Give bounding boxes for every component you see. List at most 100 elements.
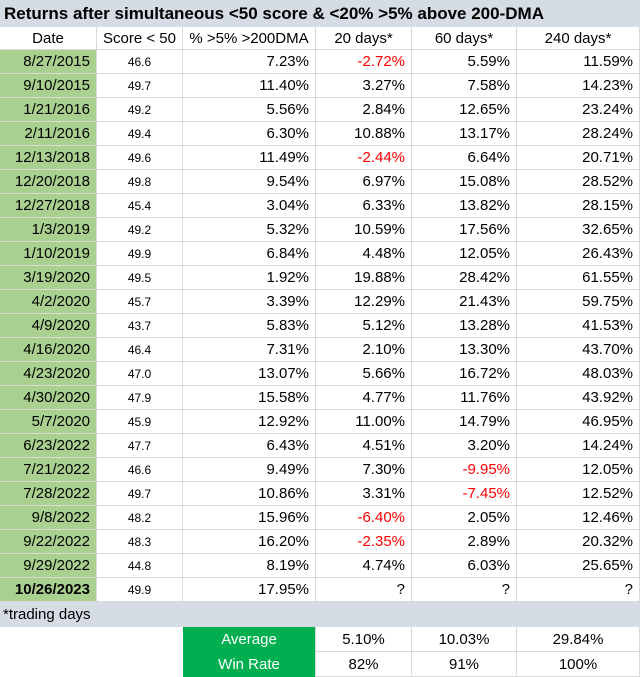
value-cell: 49.9 [97,578,183,602]
value-cell: -2.44% [316,146,412,170]
value-cell: 48.03% [517,362,640,386]
value-cell: 3.04% [183,194,316,218]
value-cell: 14.79% [412,410,517,434]
summary-value: 29.84% [517,627,640,652]
value-cell: 5.56% [183,98,316,122]
value-cell: 15.96% [183,506,316,530]
value-cell: 49.2 [97,98,183,122]
value-cell: 3.39% [183,290,316,314]
date-cell: 5/7/2020 [0,410,97,434]
value-cell: 15.08% [412,170,517,194]
value-cell: 28.52% [517,170,640,194]
value-cell: 6.84% [183,242,316,266]
value-cell: 46.95% [517,410,640,434]
value-cell: 43.70% [517,338,640,362]
value-cell: 5.83% [183,314,316,338]
value-cell: 5.32% [183,218,316,242]
value-cell: 2.05% [412,506,517,530]
value-cell: 46.6 [97,458,183,482]
date-cell: 4/23/2020 [0,362,97,386]
value-cell: 21.43% [412,290,517,314]
value-cell: 7.58% [412,74,517,98]
title: Returns after simultaneous <50 score & <… [0,0,640,27]
value-cell: -7.45% [412,482,517,506]
value-cell: ? [517,578,640,602]
value-cell: 7.31% [183,338,316,362]
value-cell: ? [316,578,412,602]
value-cell: 11.76% [412,386,517,410]
value-cell: 4.48% [316,242,412,266]
value-cell: 28.24% [517,122,640,146]
date-cell: 7/28/2022 [0,482,97,506]
summary-label: Average [183,627,316,652]
value-cell: 14.24% [517,434,640,458]
value-cell: 12.52% [517,482,640,506]
value-cell: 2.89% [412,530,517,554]
value-cell: 1.92% [183,266,316,290]
value-cell: 16.20% [183,530,316,554]
date-cell: 4/2/2020 [0,290,97,314]
value-cell: 12.92% [183,410,316,434]
date-cell: 9/22/2022 [0,530,97,554]
value-cell: 2.10% [316,338,412,362]
value-cell: 6.03% [412,554,517,578]
value-cell: 49.7 [97,74,183,98]
date-cell: 9/8/2022 [0,506,97,530]
value-cell: 47.9 [97,386,183,410]
value-cell: 11.49% [183,146,316,170]
column-header: % >5% >200DMA [183,27,316,50]
value-cell: 41.53% [517,314,640,338]
value-cell: 49.8 [97,170,183,194]
value-cell: 43.92% [517,386,640,410]
column-header: Score < 50 [97,27,183,50]
value-cell: 16.72% [412,362,517,386]
column-header: 60 days* [412,27,517,50]
blank-cell [0,652,183,677]
value-cell: 6.33% [316,194,412,218]
date-cell: 4/30/2020 [0,386,97,410]
date-cell: 7/21/2022 [0,458,97,482]
value-cell: 4.77% [316,386,412,410]
summary-label: Win Rate [183,652,316,677]
date-cell: 4/16/2020 [0,338,97,362]
value-cell: 20.32% [517,530,640,554]
value-cell: 4.51% [316,434,412,458]
value-cell: 13.17% [412,122,517,146]
summary-value: 10.03% [412,627,517,652]
value-cell: 49.7 [97,482,183,506]
value-cell: 13.07% [183,362,316,386]
value-cell: 9.54% [183,170,316,194]
value-cell: 11.00% [316,410,412,434]
summary-value: 82% [316,652,412,677]
value-cell: 19.88% [316,266,412,290]
value-cell: 49.4 [97,122,183,146]
value-cell: 11.40% [183,74,316,98]
value-cell: 12.05% [517,458,640,482]
value-cell: 12.46% [517,506,640,530]
value-cell: 8.19% [183,554,316,578]
date-cell: 2/11/2016 [0,122,97,146]
value-cell: -2.35% [316,530,412,554]
value-cell: 3.27% [316,74,412,98]
value-cell: 25.65% [517,554,640,578]
value-cell: 43.7 [97,314,183,338]
value-cell: 13.28% [412,314,517,338]
value-cell: 28.42% [412,266,517,290]
value-cell: 23.24% [517,98,640,122]
value-cell: 6.97% [316,170,412,194]
value-cell: 13.30% [412,338,517,362]
value-cell: 9.49% [183,458,316,482]
blank-cell [0,627,183,652]
date-cell: 1/3/2019 [0,218,97,242]
value-cell: 45.4 [97,194,183,218]
value-cell: 48.2 [97,506,183,530]
value-cell: 14.23% [517,74,640,98]
date-cell: 1/10/2019 [0,242,97,266]
value-cell: 2.84% [316,98,412,122]
value-cell: 28.15% [517,194,640,218]
value-cell: 5.12% [316,314,412,338]
date-cell: 9/10/2015 [0,74,97,98]
value-cell: 46.4 [97,338,183,362]
value-cell: 3.31% [316,482,412,506]
